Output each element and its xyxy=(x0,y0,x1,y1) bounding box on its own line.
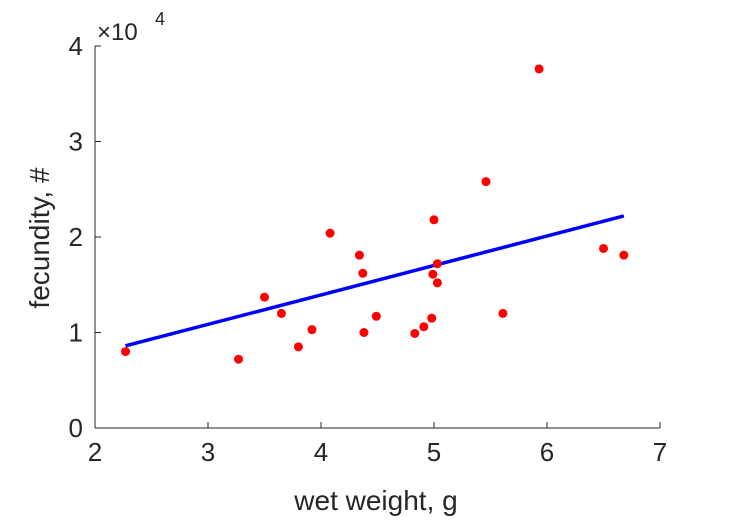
y-tick-label: 3 xyxy=(69,127,83,157)
data-point xyxy=(427,313,437,323)
exponent-prefix: ×10 xyxy=(97,19,138,46)
data-point xyxy=(276,308,286,318)
data-point xyxy=(260,292,269,302)
data-point xyxy=(428,269,438,279)
axes xyxy=(94,45,661,429)
data-point xyxy=(293,342,303,352)
data-point xyxy=(599,243,608,253)
exponent-power: 4 xyxy=(155,9,165,29)
data-point xyxy=(498,308,508,318)
data-point xyxy=(307,325,317,335)
data-point xyxy=(429,215,439,225)
data-point xyxy=(371,311,381,321)
data-point xyxy=(432,278,442,288)
x-tick-label: 4 xyxy=(314,437,328,467)
x-tick-label: 5 xyxy=(427,437,441,467)
data-point xyxy=(354,250,364,260)
y-axis-label: fecundity, # xyxy=(24,167,55,309)
data-point xyxy=(619,250,629,260)
exponent-label: ×10 4 xyxy=(97,9,165,46)
data-point xyxy=(358,268,368,278)
data-point xyxy=(325,228,335,238)
x-tick-label: 3 xyxy=(201,437,215,467)
data-point xyxy=(121,347,131,357)
x-axis-label: wet weight, g xyxy=(293,485,457,516)
data-points xyxy=(121,64,629,364)
data-point xyxy=(359,328,369,337)
data-point xyxy=(234,354,244,364)
data-point xyxy=(534,64,544,74)
data-point xyxy=(432,259,442,269)
y-tick-label: 2 xyxy=(69,222,83,252)
tick-labels: 2 3 4 5 6 7 0 1 2 3 4 xyxy=(69,31,668,467)
data-point xyxy=(410,328,420,338)
y-tick-label: 0 xyxy=(69,413,83,443)
y-tick-label: 1 xyxy=(69,318,83,348)
fit-line xyxy=(125,214,625,348)
data-point xyxy=(481,177,491,187)
data-point xyxy=(419,322,429,332)
x-tick-label: 7 xyxy=(653,437,667,467)
fit-line-group xyxy=(125,214,625,348)
y-tick-label: 4 xyxy=(69,31,83,61)
x-tick-label: 2 xyxy=(88,437,102,467)
x-tick-label: 6 xyxy=(540,437,554,467)
